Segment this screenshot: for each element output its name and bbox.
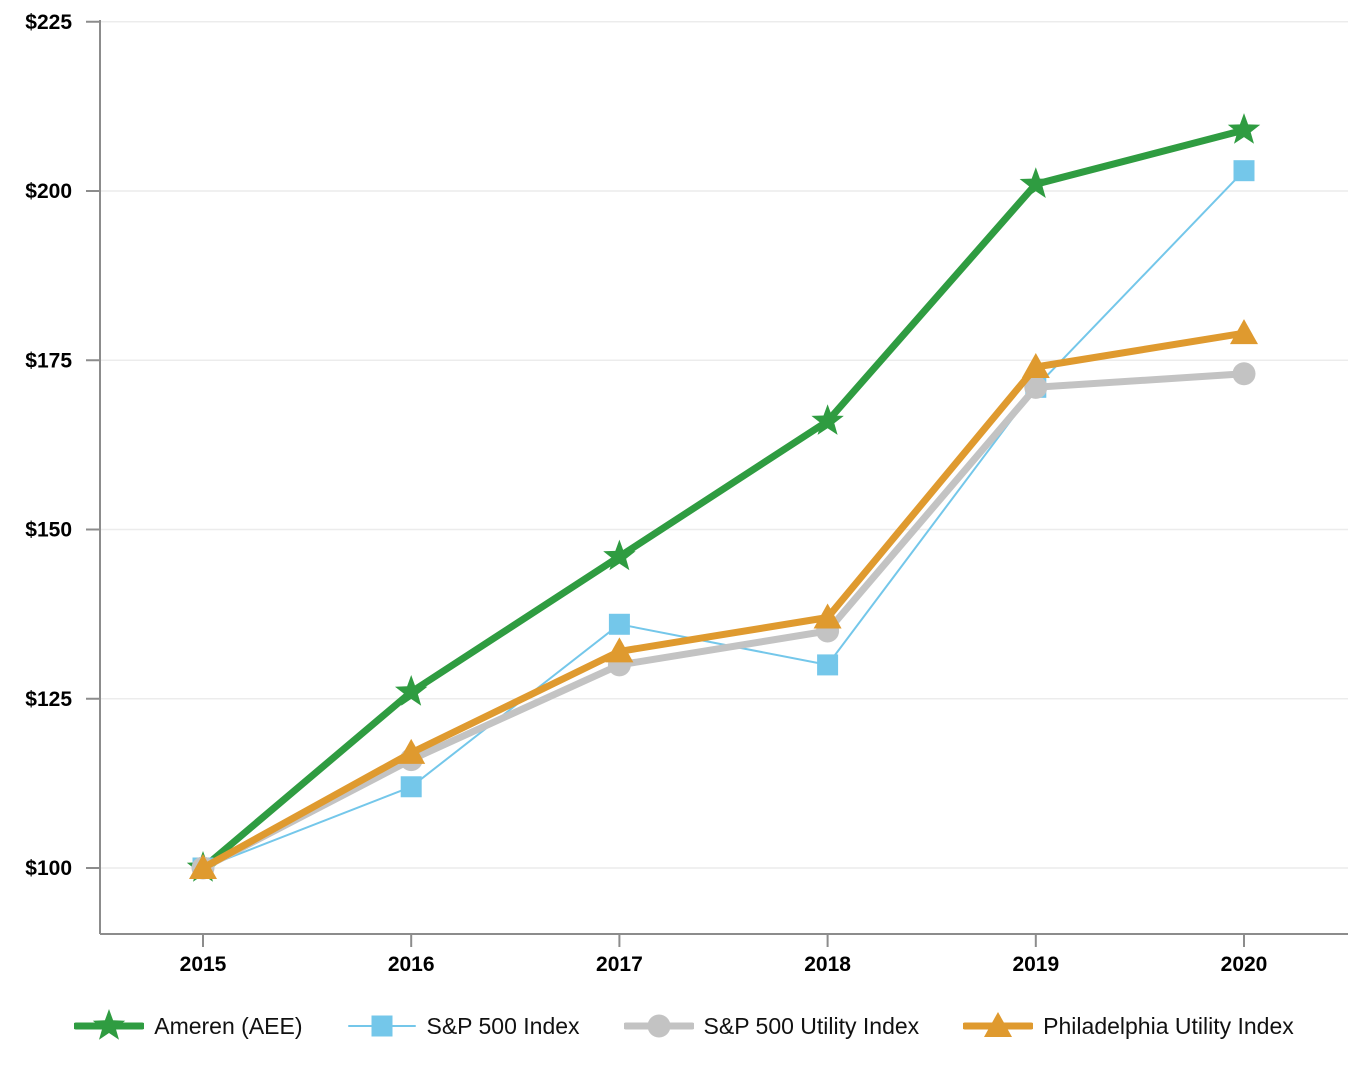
triangle-icon xyxy=(605,637,634,663)
legend-label: Philadelphia Utility Index xyxy=(1043,1012,1294,1039)
star-icon xyxy=(1019,167,1052,198)
square-icon xyxy=(1233,160,1255,182)
series-philadelphia-utility-index xyxy=(189,319,1258,879)
legend-item-ameren-aee: Ameren (AEE) xyxy=(74,1004,303,1048)
series-ameren-aee xyxy=(186,113,1261,882)
legend-label: S&P 500 Index xyxy=(426,1012,580,1039)
triangle-icon xyxy=(984,1012,1013,1037)
y-tick-label-225: $225 xyxy=(25,11,72,34)
legend-marker-triangle-icon xyxy=(963,1012,1034,1037)
star-icon xyxy=(811,404,844,435)
star-icon xyxy=(603,539,636,571)
legend-item-s-p-500-index: S&P 500 Index xyxy=(347,1004,580,1048)
x-tick-label-2015: 2015 xyxy=(180,953,227,976)
square-icon xyxy=(400,776,422,798)
triangle-icon xyxy=(1230,319,1258,345)
y-tick-label-150: $150 xyxy=(25,519,72,542)
legend-label: Ameren (AEE) xyxy=(154,1012,303,1039)
circle-icon xyxy=(1232,362,1256,386)
legend-marker-square-icon xyxy=(347,1015,416,1037)
y-tick-label-125: $125 xyxy=(25,688,72,711)
legend-label: S&P 500 Utility Index xyxy=(703,1012,920,1039)
series-s-p-500-index xyxy=(192,160,1255,879)
circle-icon xyxy=(647,1014,671,1038)
series-s-p-500-utility-index xyxy=(191,362,1256,880)
x-tick-label-2019: 2019 xyxy=(1012,953,1059,976)
x-tick-label-2020: 2020 xyxy=(1221,953,1268,976)
circle-icon xyxy=(1024,375,1048,399)
square-icon xyxy=(817,654,839,676)
chart-legend: Ameren (AEE) S&P 500 Index S&P 500 Utility… xyxy=(0,998,1368,1054)
x-tick-label-2016: 2016 xyxy=(388,953,435,976)
triangle-icon xyxy=(189,854,217,879)
triangle-icon xyxy=(397,738,426,764)
y-tick-label-200: $200 xyxy=(25,180,72,203)
star-icon xyxy=(395,675,428,706)
square-icon xyxy=(371,1015,392,1037)
series-line-ameren-aee xyxy=(199,126,1248,872)
legend-marker-star-icon xyxy=(74,1009,145,1040)
series-line-s-p-500-index xyxy=(202,169,1245,869)
triangle-icon xyxy=(813,603,842,629)
legend-marker-circle-icon xyxy=(623,1014,694,1038)
triangle-icon xyxy=(1021,353,1050,379)
square-icon xyxy=(608,613,630,635)
y-tick-label-175: $175 xyxy=(25,349,72,372)
legend-item-philadelphia-utility-index: Philadelphia Utility Index xyxy=(963,1004,1294,1048)
x-tick-label-2017: 2017 xyxy=(596,953,643,976)
x-tick-label-2018: 2018 xyxy=(804,953,851,976)
legend-item-s-p-500-utility-index: S&P 500 Utility Index xyxy=(623,1004,920,1048)
star-icon xyxy=(93,1009,126,1040)
series-line-s-p-500-utility-index xyxy=(199,370,1248,872)
series-line-philadelphia-utility-index xyxy=(199,329,1248,872)
y-tick-label-100: $100 xyxy=(25,857,72,880)
star-icon xyxy=(1227,113,1261,144)
